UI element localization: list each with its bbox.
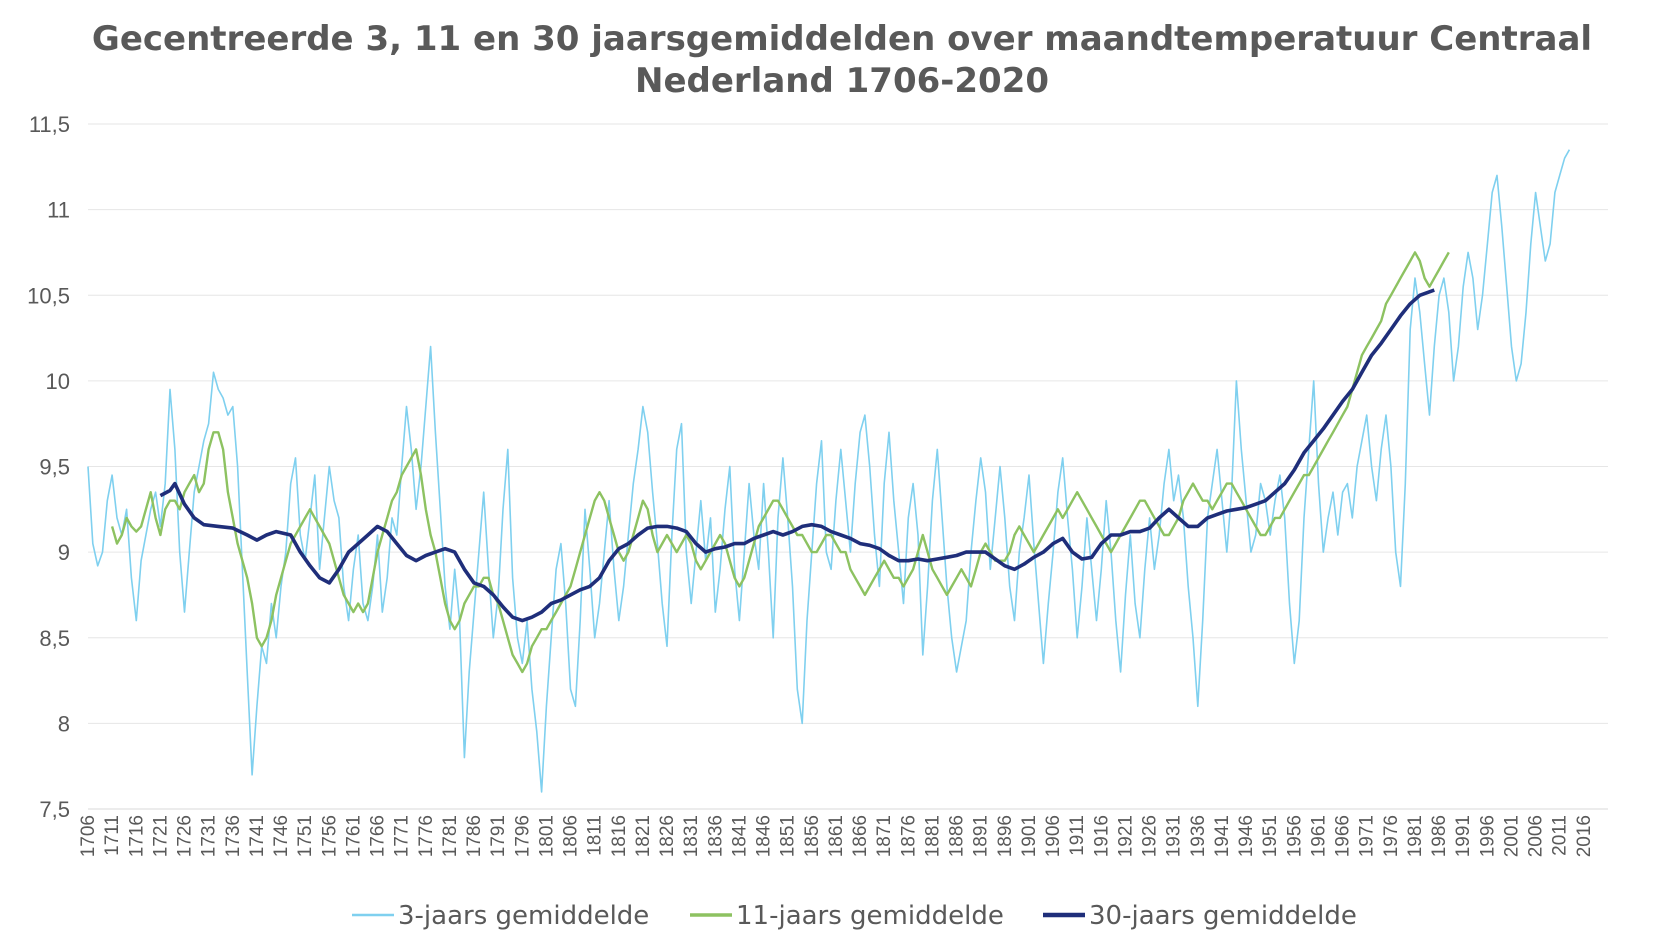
series-line-2	[110, 251, 1450, 674]
y-axis-tick-labels: 7,5 8 8,5 9 9,5 10 10,5 11 11,5	[27, 112, 70, 822]
chart-title-line-2: Nederland 1706-2020	[635, 61, 1049, 101]
series-line-3	[159, 288, 1435, 623]
chart-title-line-1: Gecentreerde 3, 11 en 30 jaarsgemiddelde…	[92, 19, 1592, 59]
x-tick-label: 1841	[729, 815, 750, 857]
x-tick-label: 1986	[1429, 815, 1450, 857]
x-tick-label: 1771	[392, 815, 413, 857]
x-tick-label: 1996	[1477, 815, 1498, 857]
x-tick-label: 1901	[1019, 815, 1040, 857]
x-tick-label: 1826	[657, 815, 678, 857]
x-tick-label: 1886	[947, 815, 968, 857]
x-tick-label: 1761	[343, 815, 364, 857]
x-tick-label: 1861	[826, 815, 847, 857]
y-tick-label: 7,5	[39, 797, 70, 822]
x-tick-label: 1946	[1236, 815, 1257, 857]
x-tick-label: 2006	[1526, 815, 1547, 857]
y-tick-label: 10,5	[27, 283, 70, 308]
x-tick-label: 1806	[561, 815, 582, 857]
x-tick-label: 1951	[1260, 815, 1281, 857]
x-tick-label: 1811	[585, 815, 606, 856]
x-tick-label: 1836	[705, 815, 726, 857]
x-tick-label: 2016	[1574, 815, 1595, 857]
x-tick-label: 1866	[850, 815, 871, 857]
x-tick-label: 1911	[1067, 815, 1088, 856]
x-tick-label: 1876	[898, 815, 919, 857]
x-tick-label: 1846	[754, 815, 775, 857]
x-tick-label: 1711	[102, 815, 123, 856]
x-tick-label: 1961	[1308, 815, 1329, 857]
x-tick-label: 1916	[1091, 815, 1112, 857]
y-tick-label: 11	[47, 198, 70, 223]
x-axis-tick-labels: 1706 1711 1716 1721 1726 1731 1736 1741 1746 1751…	[78, 815, 1595, 857]
x-tick-label: 1726	[175, 815, 196, 857]
x-tick-label: 1746	[271, 815, 292, 857]
x-tick-label: 1781	[440, 815, 461, 857]
x-tick-label: 1981	[1405, 815, 1426, 857]
x-tick-label: 1936	[1188, 815, 1209, 857]
x-tick-label: 1751	[295, 815, 316, 857]
x-tick-label: 1721	[150, 815, 171, 857]
x-tick-label: 1791	[488, 815, 509, 857]
y-tick-label: 8	[58, 711, 70, 736]
legend-label-1: 3-jaars gemiddelde	[398, 901, 649, 931]
x-tick-label: 1941	[1212, 815, 1233, 857]
x-tick-label: 1971	[1357, 815, 1378, 857]
x-tick-label: 1851	[778, 815, 799, 857]
x-tick-label: 1816	[609, 815, 630, 857]
x-tick-label: 1766	[368, 815, 389, 857]
y-tick-label: 9	[58, 540, 70, 565]
x-tick-label: 2001	[1501, 815, 1522, 857]
y-tick-label: 10	[46, 369, 70, 394]
x-tick-label: 1776	[416, 815, 437, 857]
x-tick-label: 1966	[1333, 815, 1354, 857]
x-tick-label: 1991	[1453, 815, 1474, 857]
x-tick-label: 1856	[802, 815, 823, 857]
legend: 3-jaars gemiddelde 11-jaars gemiddelde 30-…	[352, 901, 1357, 931]
x-tick-label: 1821	[633, 815, 654, 857]
x-tick-label: 1891	[971, 815, 992, 857]
y-tick-label: 11,5	[29, 112, 70, 137]
legend-label-3: 30-jaars gemiddelde	[1089, 901, 1357, 931]
x-tick-label: 1896	[995, 815, 1016, 857]
x-tick-label: 1976	[1381, 815, 1402, 857]
y-tick-label: 8,5	[39, 626, 70, 651]
x-tick-label: 1906	[1043, 815, 1064, 857]
x-tick-label: 1796	[512, 815, 533, 857]
x-tick-label: 1731	[199, 815, 220, 857]
x-tick-label: 1926	[1140, 815, 1161, 857]
series-lines	[87, 149, 1571, 793]
x-tick-label: 1741	[247, 815, 268, 857]
y-tick-label: 9,5	[39, 455, 70, 480]
x-tick-label: 1881	[922, 815, 943, 857]
legend-label-2: 11-jaars gemiddelde	[736, 901, 1004, 931]
x-tick-label: 1716	[126, 815, 147, 857]
x-tick-label: 1706	[78, 815, 99, 857]
x-tick-label: 1786	[464, 815, 485, 857]
x-tick-label: 1736	[223, 815, 244, 857]
x-tick-label: 1756	[319, 815, 340, 857]
x-tick-label: 1871	[874, 815, 895, 857]
x-tick-label: 1831	[681, 815, 702, 857]
x-tick-label: 1801	[536, 815, 557, 857]
x-tick-label: 1921	[1115, 815, 1136, 857]
x-tick-label: 2011	[1550, 815, 1571, 856]
x-tick-label: 1931	[1164, 815, 1185, 857]
series-line-1	[87, 149, 1571, 793]
x-tick-label: 1956	[1284, 815, 1305, 857]
